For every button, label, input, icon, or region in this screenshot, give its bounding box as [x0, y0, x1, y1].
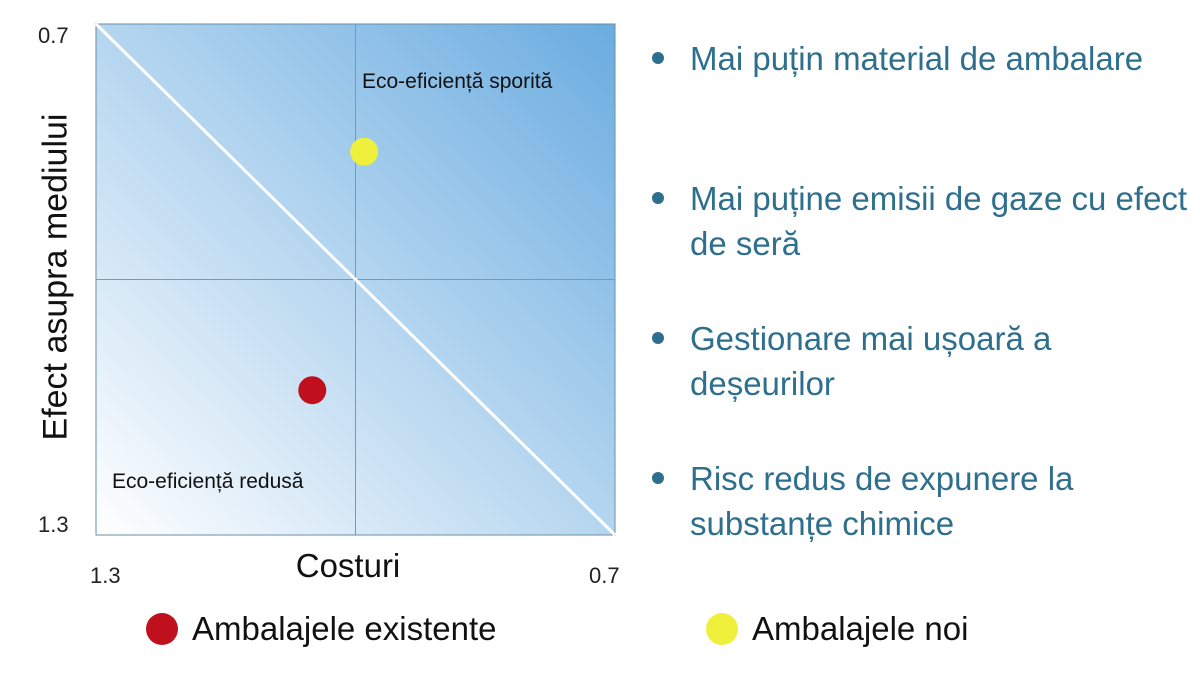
- x-axis-label: Costuri: [295, 547, 401, 584]
- x-tick-left: 1.3: [90, 563, 121, 588]
- bullet-icon: [652, 192, 664, 204]
- legend-item-new: Ambalajele noi: [706, 606, 968, 652]
- benefit-item: Mai puține emisii de gaze cu efect de se…: [652, 176, 1192, 316]
- x-tick-right: 0.7: [589, 563, 620, 588]
- benefit-item: Risc redus de expunere la substanțe chim…: [652, 456, 1192, 596]
- benefit-text: Risc redus de expunere la substanțe chim…: [690, 460, 1074, 542]
- legend-label-existing: Ambalajele existente: [192, 610, 497, 647]
- bullet-icon: [652, 52, 664, 64]
- bullet-icon: [652, 332, 664, 344]
- bullet-icon: [652, 472, 664, 484]
- y-tick-bottom: 1.3: [38, 512, 69, 537]
- benefit-item: Gestionare mai ușoară a deșeurilor: [652, 316, 1192, 456]
- y-tick-top: 0.7: [38, 23, 69, 48]
- legend-marker-new: [706, 613, 738, 645]
- diagonal-line: [94, 22, 617, 537]
- data-point-new: [350, 137, 379, 166]
- benefit-item: Mai puțin material de ambalare: [652, 36, 1192, 176]
- benefit-text: Mai puține emisii de gaze cu efect de se…: [690, 180, 1188, 262]
- quadrant-label-high: Eco-eficiență sporită: [362, 70, 553, 93]
- legend-marker-existing: [146, 613, 178, 645]
- data-point-existing: [298, 376, 327, 405]
- benefit-text: Gestionare mai ușoară a deșeurilor: [690, 320, 1052, 402]
- benefit-text: Mai puțin material de ambalare: [690, 40, 1144, 77]
- quadrant-label-low: Eco-eficiență redusă: [112, 470, 304, 493]
- legend-item-existing: Ambalajele existente: [146, 606, 497, 652]
- legend-label-new: Ambalajele noi: [752, 610, 969, 647]
- benefits-list: Mai puțin material de ambalare Mai puțin…: [652, 36, 1192, 596]
- y-axis-label: Efect asupra mediului: [36, 113, 75, 441]
